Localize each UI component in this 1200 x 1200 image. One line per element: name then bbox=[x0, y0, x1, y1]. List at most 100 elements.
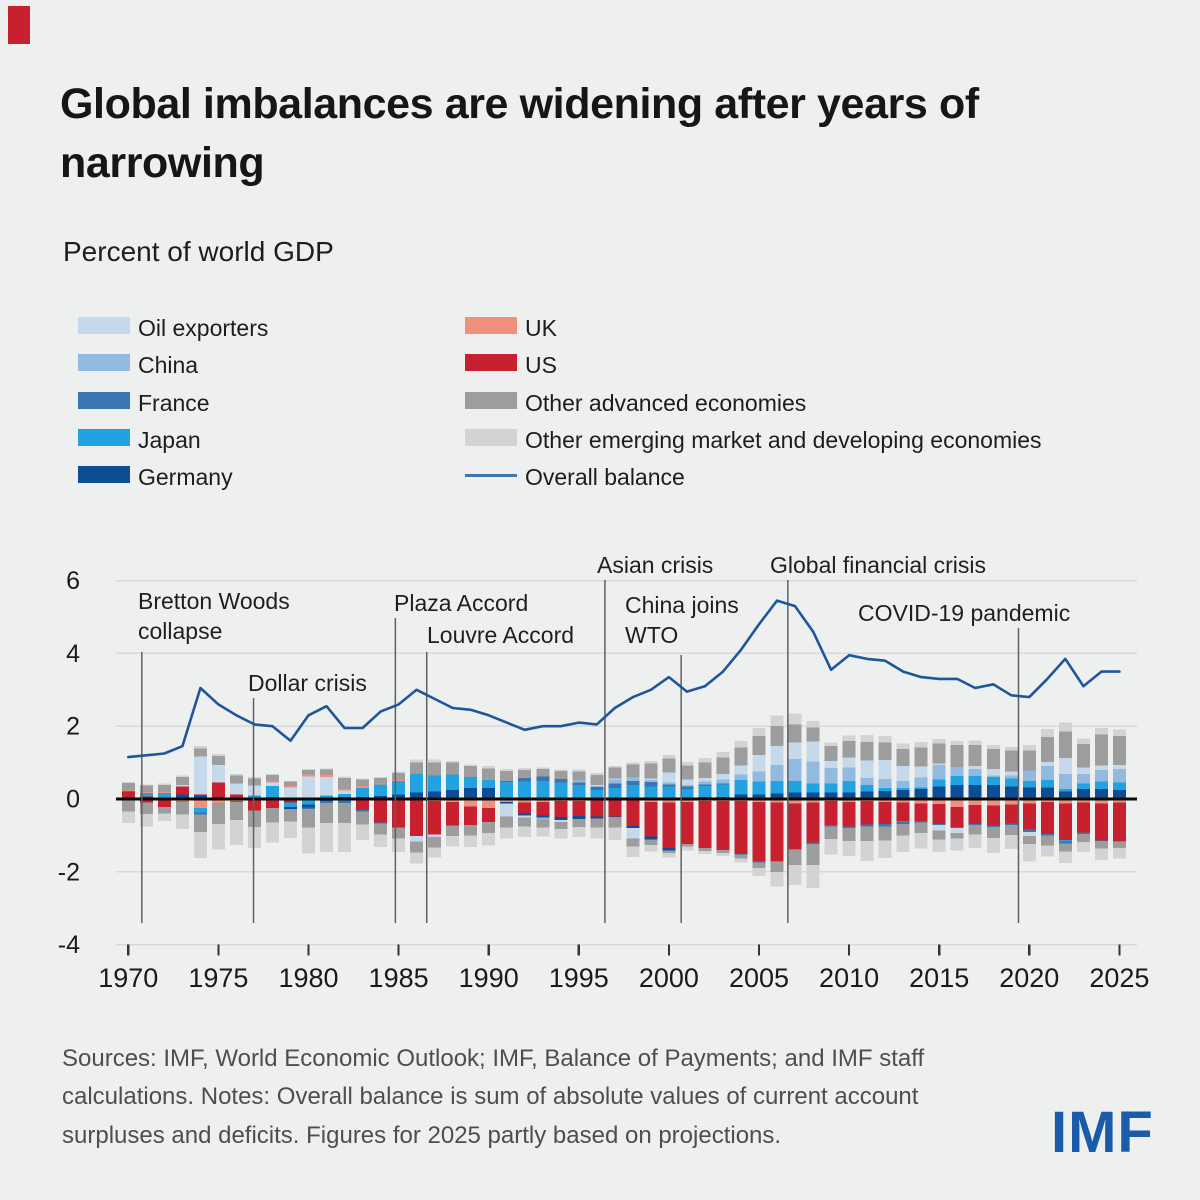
bar-segment-france bbox=[968, 823, 982, 826]
bar-segment-oil_exporters bbox=[265, 782, 279, 786]
bar-segment-oil_exporters bbox=[770, 745, 784, 765]
x-axis-label: 2005 bbox=[729, 963, 789, 993]
bar-segment-other_advanced bbox=[968, 744, 982, 766]
x-axis-label: 2010 bbox=[819, 963, 879, 993]
bar-segment-other_advanced bbox=[932, 830, 946, 840]
bar-segment-other_emde bbox=[247, 777, 261, 779]
bar-segment-uk bbox=[1004, 799, 1018, 805]
bar-segment-other_emde bbox=[824, 839, 838, 855]
bar-segment-us bbox=[175, 786, 189, 795]
y-axis-label: 6 bbox=[66, 567, 80, 595]
bar-segment-germany bbox=[482, 788, 496, 799]
bar-segment-other_advanced bbox=[842, 828, 856, 841]
bar-segment-other_emde bbox=[914, 833, 928, 849]
bar-segment-us bbox=[229, 794, 243, 798]
bar-segment-oil_exporters bbox=[211, 764, 225, 783]
bar-segment-germany bbox=[464, 788, 478, 799]
x-axis-label: 1970 bbox=[98, 963, 158, 993]
bar-segment-other_advanced bbox=[644, 839, 658, 845]
bar-segment-us bbox=[1004, 804, 1018, 824]
annotation-global-financial-crisis: Global financial crisis bbox=[770, 552, 987, 578]
bar-segment-other_advanced bbox=[680, 765, 694, 780]
bar-segment-germany bbox=[428, 791, 442, 799]
bar-segment-france bbox=[554, 778, 568, 783]
bar-segment-us bbox=[986, 805, 1000, 826]
annotation-china-wto: China joins WTO bbox=[625, 592, 739, 649]
bar-segment-france bbox=[1040, 833, 1054, 836]
bar-segment-japan bbox=[1058, 788, 1072, 792]
bar-segment-japan bbox=[914, 787, 928, 789]
bar-segment-other_emde bbox=[806, 721, 820, 728]
bar-segment-oil_exporters bbox=[1040, 761, 1054, 767]
bar-segment-other_advanced bbox=[356, 779, 370, 786]
bar-segment-other_emde bbox=[950, 838, 964, 851]
bar-segment-other_emde bbox=[770, 871, 784, 887]
annotation-bretton-woods: Bretton Woods collapse bbox=[138, 588, 290, 645]
bar-segment-other_emde bbox=[986, 837, 1000, 854]
bar-segment-germany bbox=[1076, 788, 1090, 799]
bar-segment-us bbox=[446, 801, 460, 826]
bar-segment-uk bbox=[968, 799, 982, 805]
bar-segment-oil_exporters bbox=[554, 820, 568, 822]
bar-segment-france bbox=[175, 800, 189, 802]
bar-segment-japan bbox=[139, 792, 153, 797]
bar-segment-france bbox=[536, 776, 550, 781]
bar-segment-other_emde bbox=[914, 742, 928, 748]
bar-segment-other_advanced bbox=[536, 819, 550, 828]
bar-segment-other_advanced bbox=[554, 770, 568, 779]
bar-segment-oil_exporters bbox=[590, 785, 604, 786]
bar-segment-japan bbox=[824, 783, 838, 793]
bar-segment-germany bbox=[536, 815, 550, 818]
bar-segment-japan bbox=[716, 784, 730, 798]
bar-segment-france bbox=[1004, 823, 1018, 825]
bar-segment-oil_exporters bbox=[644, 778, 658, 781]
bar-segment-other_emde bbox=[716, 852, 730, 856]
bar-segment-japan bbox=[374, 784, 388, 797]
bar-segment-other_emde bbox=[860, 734, 874, 743]
bar-segment-japan bbox=[464, 777, 478, 789]
bar-segment-germany bbox=[446, 789, 460, 799]
bar-segment-other_emde bbox=[139, 813, 153, 827]
bar-segment-other_emde bbox=[662, 853, 676, 858]
bar-segment-other_emde bbox=[338, 823, 352, 853]
bar-segment-japan bbox=[482, 780, 496, 789]
brand-corner-mark bbox=[8, 6, 30, 44]
bar-segment-france bbox=[608, 783, 622, 789]
bar-segment-other_emde bbox=[734, 740, 748, 748]
bar-segment-japan bbox=[932, 779, 946, 787]
bar-segment-other_emde bbox=[968, 740, 982, 745]
bar-segment-china bbox=[662, 782, 676, 785]
bar-segment-other_emde bbox=[1058, 851, 1072, 864]
bar-segment-other_advanced bbox=[770, 725, 784, 746]
bar-segment-other_advanced bbox=[518, 769, 532, 778]
bar-segment-japan bbox=[1058, 839, 1072, 842]
bar-segment-japan bbox=[806, 783, 820, 793]
bar-segment-germany bbox=[608, 816, 622, 818]
bar-segment-other_emde bbox=[283, 821, 297, 838]
bar-segment-china bbox=[572, 780, 586, 783]
bar-segment-other_advanced bbox=[464, 766, 478, 778]
bar-segment-other_advanced bbox=[1076, 744, 1090, 768]
bar-segment-other_emde bbox=[500, 769, 514, 771]
bar-segment-germany bbox=[968, 785, 982, 799]
bar-segment-france bbox=[1022, 829, 1036, 832]
bar-segment-uk bbox=[392, 780, 406, 781]
bar-segment-us bbox=[608, 799, 622, 817]
bar-segment-uk bbox=[1076, 799, 1090, 803]
bar-segment-china bbox=[716, 779, 730, 784]
bar-segment-other_emde bbox=[698, 758, 712, 763]
bar-segment-oil_exporters bbox=[518, 815, 532, 818]
bar-segment-other_advanced bbox=[211, 804, 225, 825]
bar-segment-other_emde bbox=[428, 759, 442, 763]
bar-segment-japan bbox=[247, 795, 261, 798]
bar-segment-oil_exporters bbox=[1094, 765, 1108, 770]
bar-segment-oil_exporters bbox=[824, 760, 838, 769]
bar-segment-other_emde bbox=[1058, 722, 1072, 732]
bar-segment-china bbox=[608, 779, 622, 784]
bar-segment-other_emde bbox=[878, 840, 892, 858]
bar-segment-oil_exporters bbox=[410, 836, 424, 842]
bar-segment-uk bbox=[265, 781, 279, 783]
bar-segment-germany bbox=[752, 794, 766, 799]
bar-segment-china bbox=[752, 771, 766, 782]
bar-segment-other_advanced bbox=[265, 774, 279, 782]
